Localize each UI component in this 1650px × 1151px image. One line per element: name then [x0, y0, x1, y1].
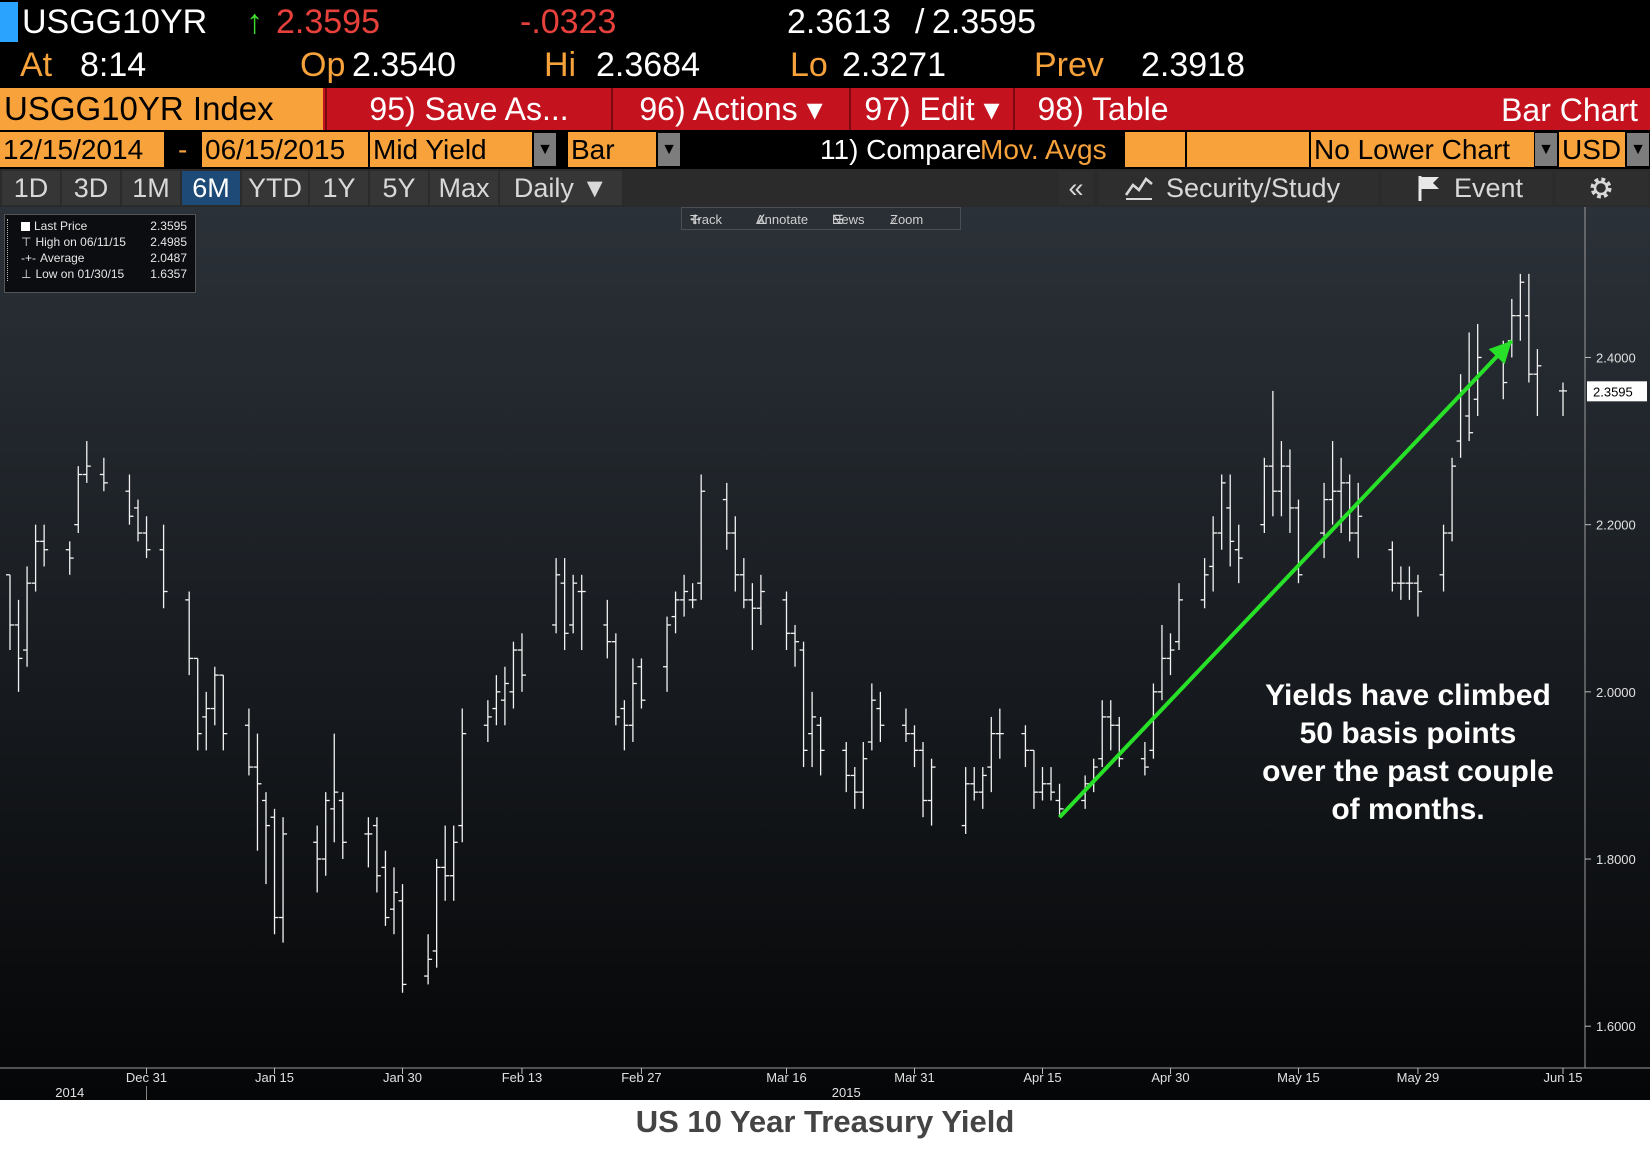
frequency-select[interactable]: Daily ▼ — [500, 171, 622, 205]
annotation-text: Yields have climbed 50 basis points over… — [1228, 677, 1588, 829]
mov-avgs-button[interactable]: Mov. Avgs — [980, 134, 1107, 165]
plot-area[interactable]: Last Price 2.3595 ⊤ High on 06/11/15 2.4985… — [0, 207, 1650, 1100]
bid-ask-separator: / — [915, 3, 925, 41]
terminal-window: USGG10YR ↑ 2.3595 -.0323 2.3613 / 2.3595… — [0, 0, 1650, 1100]
yield-field-select[interactable]: Mid Yield — [370, 132, 532, 167]
legend-bar-symbols — [7, 219, 16, 281]
flag-icon — [1418, 176, 1439, 201]
chart-type-dropdown-arrow[interactable]: ▼ — [658, 133, 680, 166]
tab-1d[interactable]: 1D — [2, 171, 60, 205]
quote-time: 8:14 — [80, 46, 147, 84]
legend-value: 2.3595 — [150, 219, 187, 233]
security-index-title[interactable]: USGG10YR Index — [0, 88, 323, 130]
high-marker-icon: ⊤ — [21, 235, 32, 249]
tab-3d[interactable]: 3D — [62, 171, 120, 205]
legend-average: -+- Average 2.0487 — [21, 251, 195, 266]
annotation-line-3: over the past couple — [1262, 755, 1554, 788]
news-label: News — [832, 212, 865, 227]
legend-swatch — [21, 222, 30, 231]
chart-type-select[interactable]: Bar — [568, 132, 656, 167]
prev-value: 2.3918 — [1141, 46, 1245, 84]
mov-avgs-field-blank-2[interactable] — [1187, 132, 1309, 167]
annotation-line-2: 50 basis points — [1299, 717, 1517, 750]
event-label: Event — [1454, 173, 1524, 203]
at-label: At — [20, 46, 53, 84]
legend-label: High on 06/11/15 — [35, 235, 126, 249]
crosshair-icon: ✢ — [690, 212, 701, 227]
mov-avgs-field-blank[interactable] — [1125, 132, 1185, 167]
magnifier-icon: ⌕ — [890, 212, 898, 227]
tab-1m[interactable]: 1M — [122, 171, 180, 205]
prev-label: Prev — [1034, 46, 1104, 84]
ask-yield: 2.3595 — [932, 3, 1036, 41]
legend-label: Low on 01/30/15 — [35, 267, 125, 281]
tab-max[interactable]: Max — [430, 171, 498, 205]
chart-settings-row: 12/15/2014 - 06/15/2015 Mid Yield ▼ Bar … — [0, 132, 1650, 168]
tab-1y[interactable]: 1Y — [310, 171, 368, 205]
tab-ytd[interactable]: YTD — [242, 171, 308, 205]
gear-icon — [1590, 177, 1612, 199]
legend-label: Average — [40, 251, 85, 265]
edit-menu[interactable]: 97) Edit ▾ — [849, 88, 1013, 130]
legend-value: 2.4985 — [150, 235, 187, 249]
low-label: Lo — [790, 46, 828, 84]
high-value: 2.3684 — [596, 46, 700, 84]
security-study-label: Security/Study — [1166, 173, 1341, 203]
chart-type-title: Bar Chart — [1501, 92, 1638, 128]
settings-button[interactable] — [1556, 171, 1648, 205]
open-value: 2.3540 — [352, 46, 456, 84]
bid-yield: 2.3613 — [787, 3, 891, 41]
legend-label: Last Price — [34, 219, 88, 233]
legend-value: 1.6357 — [150, 267, 187, 281]
zoom-label: Zoom — [890, 212, 924, 227]
save-as-button[interactable]: 95) Save As... — [325, 88, 611, 130]
open-label: Op — [300, 46, 346, 84]
event-button[interactable]: Event — [1382, 171, 1552, 205]
tab-6m[interactable]: 6M — [182, 171, 240, 205]
compare-button[interactable]: 11) Compare — [820, 134, 982, 165]
actions-menu[interactable]: 96) Actions ▾ — [611, 88, 849, 130]
date-range-dash: - — [178, 134, 188, 165]
chart-caption: US 10 Year Treasury Yield — [635, 1104, 1015, 1139]
legend-last-price: Last Price 2.3595 — [21, 219, 195, 234]
chart-legend: Last Price 2.3595 ⊤ High on 06/11/15 2.4985… — [4, 214, 196, 293]
currency-dropdown-arrow[interactable]: ▼ — [1627, 133, 1649, 166]
last-yield: 2.3595 — [276, 3, 380, 41]
annotation-line-4: of months. — [1331, 793, 1485, 826]
ticker-highlight — [0, 2, 18, 42]
currency-select[interactable]: USD — [1559, 132, 1625, 167]
security-study-button[interactable]: Security/Study — [1098, 171, 1378, 205]
legend-low: ⊥ Low on 01/30/15 1.6357 — [21, 267, 195, 282]
high-label: Hi — [544, 46, 577, 84]
pencil-icon: ∠ — [756, 212, 768, 227]
legend-value: 2.0487 — [150, 251, 187, 265]
lower-chart-select[interactable]: No Lower Chart — [1311, 132, 1534, 167]
low-value: 2.3271 — [842, 46, 946, 84]
yield-field-dropdown-arrow[interactable]: ▼ — [534, 133, 556, 166]
annotation-line-1: Yields have climbed — [1265, 679, 1551, 712]
tab-5y[interactable]: 5Y — [370, 171, 428, 205]
range-tab-bar: 1D 3D 1M 6M YTD 1Y 5Y Max Daily ▼ « Secu… — [0, 169, 1650, 207]
lower-chart-dropdown-arrow[interactable]: ▼ — [1535, 133, 1557, 166]
collapse-button[interactable]: « — [1058, 171, 1094, 205]
function-menu-bar: USGG10YR Index 95) Save As... 96) Action… — [0, 88, 1650, 130]
table-button[interactable]: 98) Table — [1013, 88, 1191, 130]
news-icon: ☰ — [832, 212, 844, 227]
end-date-field[interactable]: 06/15/2015 — [202, 132, 368, 167]
up-arrow-icon: ↑ — [246, 3, 263, 41]
chart-toolstrip: ✢ Track ∠ Annotate ☰ News ⌕ Zoom — [681, 207, 961, 230]
track-label: Track — [690, 212, 723, 227]
legend-high: ⊤ High on 06/11/15 2.4985 — [21, 235, 195, 250]
low-marker-icon: ⊥ — [21, 267, 32, 281]
average-marker-icon: -+- — [21, 251, 36, 265]
line-chart-icon — [1124, 177, 1153, 200]
ticker-symbol[interactable]: USGG10YR — [22, 3, 208, 41]
annotate-label: Annotate — [756, 212, 809, 227]
start-date-field[interactable]: 12/15/2014 — [0, 132, 164, 167]
net-change: -.0323 — [520, 3, 617, 41]
